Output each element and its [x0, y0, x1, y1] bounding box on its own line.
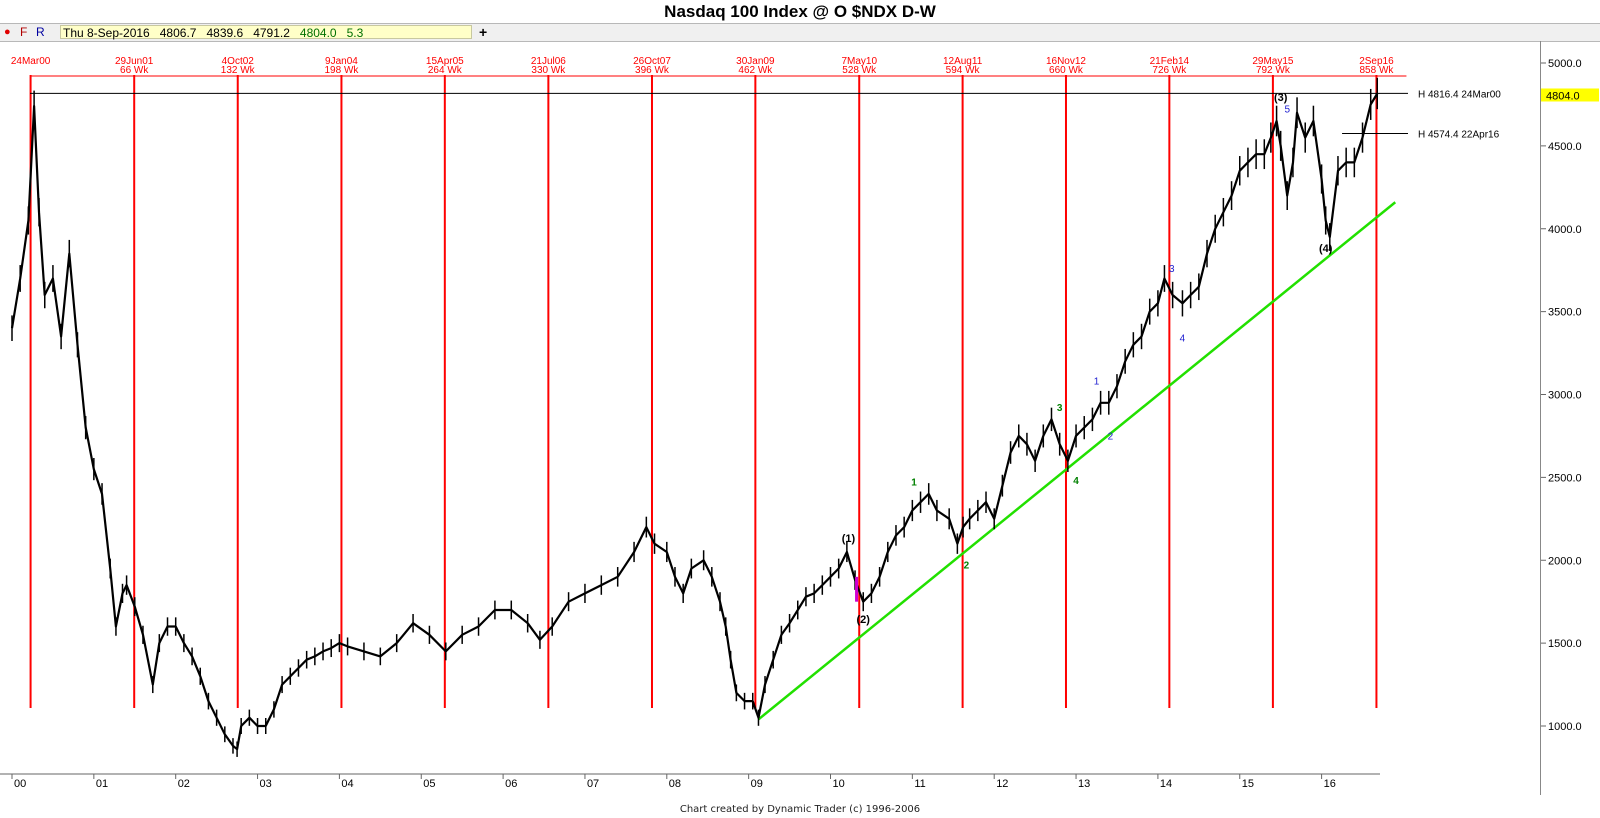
cycle-weeks-label: 594 Wk: [946, 65, 981, 76]
axis-separator: [1540, 41, 1541, 795]
cycle-date-label: 30Jan09: [736, 56, 775, 67]
cycle-date-label: 29Jun01: [115, 56, 154, 67]
x-tick-label: 02: [178, 778, 190, 790]
cycle-weeks-label: 330 Wk: [531, 65, 566, 76]
high-line-label: H 4816.4 24Mar00: [1418, 89, 1501, 100]
cycle-date-label: 29May15: [1252, 56, 1294, 67]
cycle-weeks-label: 726 Wk: [1152, 65, 1187, 76]
axes: 1000.01500.02000.02500.03000.03500.04000…: [0, 58, 1582, 790]
quote-box: Thu 8-Sep-2016 4806.7 4839.6 4791.2 4804…: [60, 25, 472, 40]
quote-close: 4804.0: [299, 26, 337, 40]
x-tick-label: 09: [751, 778, 763, 790]
wave-label: (3): [1274, 92, 1288, 104]
y-tick-label: 2000.0: [1548, 555, 1582, 567]
wave-label: (2): [857, 614, 871, 626]
x-tick-label: 01: [96, 778, 108, 790]
cycle-date-label: 24Mar00: [11, 56, 51, 67]
y-tick-label: 1000.0: [1548, 721, 1582, 733]
cycle-date-label: 7May10: [841, 56, 877, 67]
marker-bar: [855, 576, 859, 602]
wave-label: 5: [1284, 105, 1290, 116]
wave-label: 1: [1094, 377, 1100, 388]
cycle-weeks-label: 198 Wk: [324, 65, 359, 76]
wave-label: (1): [842, 533, 856, 545]
cycle-weeks-label: 396 Wk: [635, 65, 670, 76]
wave-label: 3: [1057, 403, 1063, 414]
x-tick-label: 13: [1078, 778, 1090, 790]
quote-change: 5.3: [346, 26, 364, 40]
f-button[interactable]: F: [20, 25, 28, 39]
wave-label: 3: [1169, 264, 1175, 275]
cycle-weeks-label: 858 Wk: [1359, 65, 1394, 76]
cycle-date-label: 21Jul06: [531, 56, 566, 67]
chart-title: Nasdaq 100 Index @ O $NDX D-W: [664, 2, 936, 21]
wave-label: 1: [911, 478, 917, 489]
cycle-date-label: 9Jan04: [325, 56, 358, 67]
cycle-weeks-label: 66 Wk: [120, 65, 149, 76]
x-tick-label: 11: [914, 778, 925, 790]
cycle-weeks-label: 462 Wk: [738, 65, 773, 76]
trendline-group: [757, 201, 1397, 721]
quote-low: 4791.2: [253, 26, 290, 40]
horizontal-lines: H 4816.4 24Mar00 H 4574.4 22Apr16 4804.0: [30, 88, 1599, 141]
wave-label: (4): [1319, 243, 1333, 255]
x-tick-label: 00: [14, 778, 26, 790]
cycle-weeks-label: 264 Wk: [428, 65, 463, 76]
price-chart[interactable]: 1000.01500.02000.02500.03000.03500.04000…: [0, 41, 1600, 804]
wave-label: 4: [1180, 333, 1186, 344]
price-line: [10, 92, 1379, 751]
x-tick-label: 07: [587, 778, 599, 790]
cycle-weeks-label: 792 Wk: [1256, 65, 1291, 76]
x-tick-label: 14: [1160, 778, 1172, 790]
y-tick-label: 4000.0: [1548, 224, 1582, 236]
last-price-tag: [1541, 88, 1599, 102]
cycle-weeks-label: 132 Wk: [221, 65, 256, 76]
x-tick-label: 12: [996, 778, 1008, 790]
wave-label: 4: [1073, 476, 1079, 487]
x-tick-label: 04: [341, 778, 353, 790]
footer-credit: Chart created by Dynamic Trader (c) 1996…: [679, 804, 921, 815]
cycle-date-label: 4Oct02: [222, 56, 255, 67]
cycle-date-label: 2Sep16: [1359, 56, 1394, 67]
quote-high: 4839.6: [206, 26, 244, 40]
y-tick-label: 4500.0: [1548, 141, 1582, 153]
x-tick-label: 16: [1324, 778, 1336, 790]
y-tick-label: 3500.0: [1548, 307, 1582, 319]
record-dot-icon[interactable]: ●: [4, 26, 11, 38]
x-tick-label: 05: [423, 778, 435, 790]
x-tick-label: 03: [260, 778, 272, 790]
y-tick-label: 5000.0: [1548, 58, 1582, 70]
y-tick-label: 2500.0: [1548, 472, 1582, 484]
cycle-weeks-label: 528 Wk: [842, 65, 877, 76]
x-tick-label: 06: [505, 778, 517, 790]
quote-date: Thu 8-Sep-2016: [63, 26, 150, 40]
x-tick-label: 15: [1242, 778, 1254, 790]
quote-open: 4806.7: [159, 26, 197, 40]
r-button[interactable]: R: [36, 25, 45, 39]
cycle-date-label: 26Oct07: [633, 56, 671, 67]
cycle-date-label: 15Apr05: [426, 56, 464, 67]
wave-label: 2: [964, 561, 970, 572]
wave-label: 2: [1108, 431, 1114, 442]
cycle-weeks-label: 660 Wk: [1049, 65, 1084, 76]
high-line-label: H 4574.4 22Apr16: [1418, 130, 1500, 141]
trendline: [757, 201, 1397, 721]
cycle-date-label: 12Aug11: [943, 56, 983, 67]
add-button[interactable]: +: [479, 24, 488, 40]
last-price-label: 4804.0: [1546, 90, 1580, 102]
x-tick-label: 10: [833, 778, 845, 790]
x-tick-label: 08: [669, 778, 681, 790]
y-tick-label: 1500.0: [1548, 638, 1582, 650]
cycle-date-label: 16Nov12: [1046, 56, 1086, 67]
cycle-date-label: 21Feb14: [1150, 56, 1190, 67]
y-tick-label: 3000.0: [1548, 390, 1582, 402]
toolbar: ● F R Thu 8-Sep-2016 4806.7 4839.6 4791.…: [0, 23, 1600, 42]
price-series: [10, 77, 1379, 757]
wave-labels: (1) (2) (3) (4) 1 2 3 4 1 2 3 4 5: [842, 92, 1333, 626]
